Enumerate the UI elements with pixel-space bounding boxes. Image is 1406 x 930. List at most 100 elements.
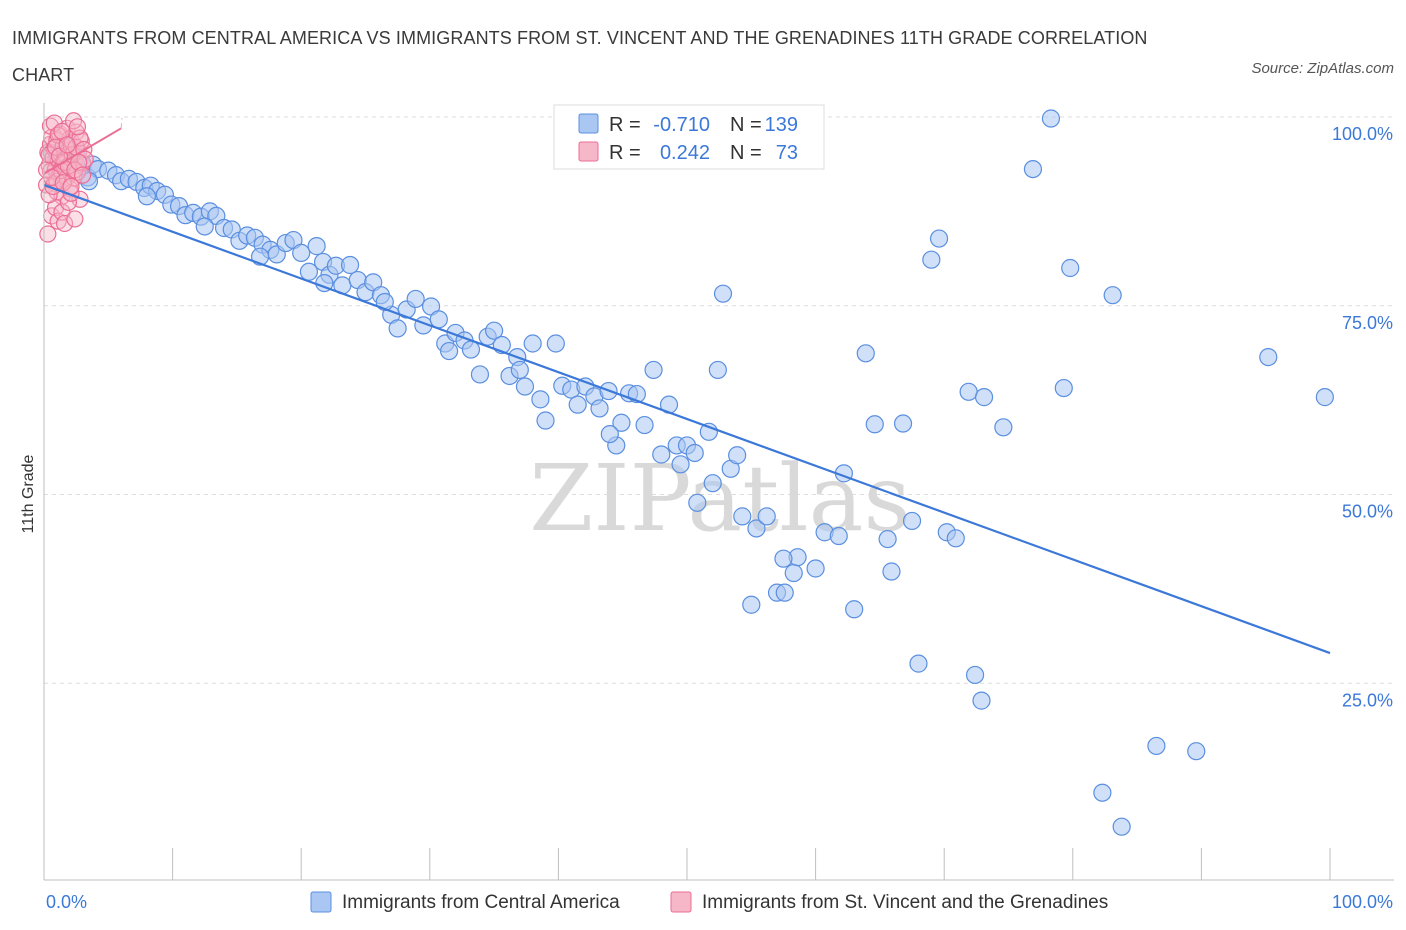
data-point-central-america (1093, 783, 1112, 802)
data-point-central-america (1061, 258, 1080, 278)
stats-legend-box (553, 104, 825, 170)
data-point-central-america (510, 360, 529, 380)
data-point-central-america (1103, 286, 1122, 305)
trend-line-central-america (43, 183, 1331, 655)
data-point-central-america (713, 284, 733, 303)
data-point-st-vincent (66, 210, 84, 228)
data-point-central-america (865, 415, 884, 434)
data-point-central-america (1112, 817, 1131, 836)
data-point-central-america (439, 341, 459, 361)
data-point-st-vincent (39, 225, 57, 243)
data-point-central-america (909, 654, 928, 673)
r-label: R = (609, 114, 641, 136)
data-point-central-america (994, 418, 1013, 437)
data-point-central-america (340, 255, 360, 275)
data-point-st-vincent (73, 166, 92, 184)
data-point-st-vincent (49, 212, 67, 230)
n-label: N = (730, 142, 762, 164)
data-point-central-america (775, 583, 794, 602)
data-point-central-america (845, 600, 864, 619)
y-tick-label: 100.0% (1332, 124, 1393, 144)
data-point-central-america (1041, 109, 1061, 128)
data-point-central-america (733, 507, 752, 526)
data-point-central-america (1187, 742, 1206, 761)
data-point-central-america (972, 691, 991, 710)
data-point-central-america (1147, 736, 1166, 756)
data-point-central-america (893, 414, 913, 433)
stats-legend-swatch (578, 141, 599, 162)
legend-label-central-america: Immigrants from Central America (342, 892, 620, 913)
data-point-central-america (612, 413, 631, 432)
data-point-central-america (515, 377, 535, 396)
data-point-central-america (742, 595, 761, 614)
data-point-central-america (531, 390, 550, 409)
data-point-central-america (688, 493, 707, 512)
stats-legend-swatch (578, 113, 599, 134)
data-point-central-america (946, 529, 965, 548)
data-point-central-america (806, 559, 825, 578)
y-tick-label: 75.0% (1342, 313, 1393, 333)
bottom-legend: Immigrants from Central America Immigrant… (310, 891, 1108, 913)
data-point-central-america (406, 289, 425, 309)
y-tick-label: 50.0% (1342, 502, 1393, 522)
trend-line-st-vincent (43, 127, 122, 175)
r-value: 0.242 (660, 142, 710, 164)
data-point-st-vincent (68, 118, 87, 136)
data-point-st-vincent (58, 136, 76, 154)
data-point-central-america (965, 665, 985, 685)
x-tick-label: 100.0% (1332, 892, 1393, 912)
axes: 100.0% 75.0% 50.0% 25.0% 0.0% 100.0% (43, 103, 1394, 912)
y-tick-label: 25.0% (1342, 690, 1393, 710)
data-point-central-america (470, 365, 490, 384)
data-point-central-america (137, 187, 156, 206)
data-point-central-america (1315, 388, 1334, 407)
legend-label-st-vincent: Immigrants from St. Vincent and the Gren… (702, 892, 1108, 913)
data-point-central-america (878, 529, 897, 549)
data-point-central-america (757, 507, 776, 526)
data-point-central-america (747, 519, 766, 538)
data-point-central-america (523, 334, 542, 353)
y-axis-label: 11th Grade (20, 454, 37, 533)
data-point-central-america (568, 395, 587, 414)
data-point-central-america (485, 321, 504, 340)
data-point-central-america (708, 360, 727, 380)
n-value: 139 (765, 114, 798, 136)
data-point-central-america (1023, 159, 1043, 179)
data-point-central-america (856, 344, 875, 363)
trend-lines (43, 117, 1331, 655)
data-point-central-america (429, 310, 448, 329)
data-point-central-america (195, 217, 214, 236)
data-point-central-america (1054, 378, 1073, 398)
data-point-central-america (959, 382, 978, 401)
r-value: -0.710 (653, 114, 710, 136)
data-point-central-america (590, 399, 609, 418)
data-point-central-america (635, 415, 654, 435)
trend-line-st-vincent-extension (120, 117, 123, 129)
data-point-central-america (703, 474, 722, 493)
data-point-central-america (546, 334, 565, 353)
legend-swatch-central-america (310, 891, 332, 913)
data-point-central-america (292, 243, 311, 262)
data-point-central-america (974, 388, 994, 407)
chart-title: IMMIGRANTS FROM CENTRAL AMERICA VS IMMIG… (12, 28, 1148, 85)
data-point-central-america (922, 250, 941, 269)
watermark: ZIPatlas (529, 445, 910, 552)
data-point-central-america (375, 292, 394, 312)
data-point-central-america (774, 549, 793, 568)
data-point-central-america (1259, 347, 1278, 367)
data-point-central-america (685, 443, 704, 463)
series-st-vincent (37, 112, 94, 243)
legend-swatch-st-vincent (670, 891, 692, 913)
source-label: Source: ZipAtlas.com (1251, 60, 1394, 77)
data-point-central-america (671, 455, 690, 474)
data-point-central-america (652, 445, 671, 464)
data-point-central-america (882, 562, 901, 581)
data-point-central-america (829, 526, 848, 546)
stats-legend: R = -0.710 N = 139 R = 0.242 N = 73 (553, 104, 825, 170)
gridlines (44, 116, 1394, 684)
data-point-st-vincent (55, 214, 74, 233)
n-label: N = (730, 114, 762, 136)
data-point-central-america (600, 425, 619, 444)
n-value: 73 (776, 142, 798, 164)
